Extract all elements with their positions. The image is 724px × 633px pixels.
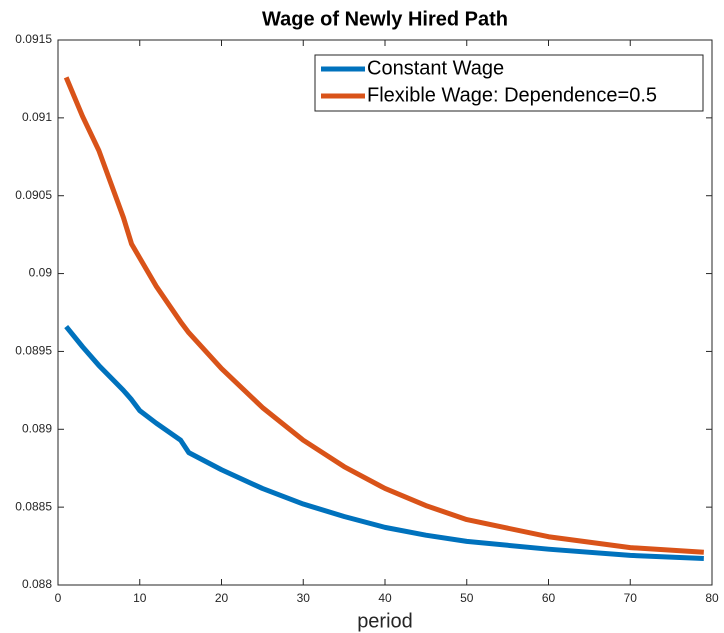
series-line [64, 324, 704, 562]
x-axis-label: period [357, 610, 413, 632]
x-tick-label: 30 [297, 591, 311, 605]
y-tick-label: 0.0895 [15, 344, 52, 358]
y-tick-label: 0.088 [22, 577, 52, 591]
y-tick-label: 0.091 [22, 110, 52, 124]
legend-label: Flexible Wage: Dependence=0.5 [367, 84, 657, 106]
x-tick-label: 60 [542, 591, 556, 605]
chart-title: Wage of Newly Hired Path [262, 8, 508, 30]
y-tick-label: 0.089 [22, 421, 52, 435]
x-tick-label: 20 [215, 591, 229, 605]
series-line [63, 76, 704, 555]
y-tick-label: 0.0915 [15, 32, 52, 46]
legend-box [314, 54, 704, 112]
y-tick-label: 0.09 [29, 266, 53, 280]
legend-label: Constant Wage [367, 57, 504, 79]
plot-area [57, 39, 713, 586]
x-tick-label: 10 [133, 591, 147, 605]
x-tick-label: 70 [624, 591, 638, 605]
x-tick-label: 50 [460, 591, 474, 605]
x-tick-label: 40 [378, 591, 392, 605]
y-tick-label: 0.0905 [15, 188, 52, 202]
x-tick-label: 0 [55, 591, 62, 605]
y-tick-label: 0.0885 [15, 499, 52, 513]
x-tick-label: 80 [705, 591, 719, 605]
